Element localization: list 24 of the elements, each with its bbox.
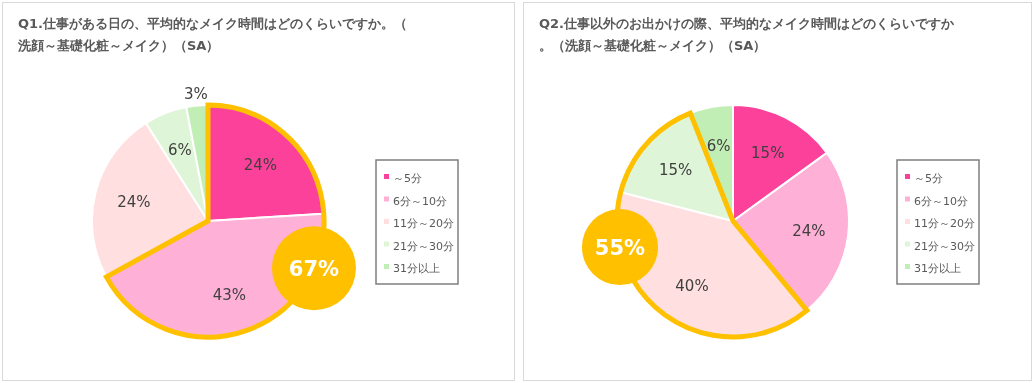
legend-label: ～5分 — [914, 172, 943, 185]
chart-title: Q1.仕事がある日の、平均的なメイク時間はどのくらいですか。（洗顔～基礎化粧～メイク）（SA） — [17, 16, 408, 53]
legend-label: 21分～30分 — [914, 239, 975, 253]
legend-label: 21分～30分 — [393, 239, 454, 253]
chart-title: Q2.仕事以外のお出かけの際、平均的なメイク時間はどのくらいですか。（洗顔～基礎化粧～メイク）（SA） — [539, 16, 956, 53]
legend-label: ～5分 — [393, 172, 422, 185]
data-label: 43% — [212, 285, 247, 304]
data-label: 24% — [117, 192, 151, 211]
data-label: 24% — [243, 156, 278, 175]
annotation: 67% — [271, 226, 356, 311]
data-label: 15% — [751, 143, 785, 162]
data-label: 6% — [706, 136, 731, 155]
data-label: 24% — [792, 221, 826, 240]
legend-label: 6分～10分 — [393, 194, 447, 208]
data-label: 15% — [658, 161, 693, 180]
data-label: 3% — [184, 84, 208, 103]
legend-label: 31分以上 — [393, 262, 440, 275]
legend-label: 11分～20分 — [914, 217, 975, 230]
data-label: 40% — [675, 276, 709, 295]
legend-label: 6分～10分 — [914, 194, 968, 208]
annotation: 55% — [581, 209, 658, 286]
legend-label: 11分～20分 — [393, 217, 454, 230]
data-label: 6% — [167, 140, 192, 159]
legend-label: 31分以上 — [914, 262, 961, 275]
